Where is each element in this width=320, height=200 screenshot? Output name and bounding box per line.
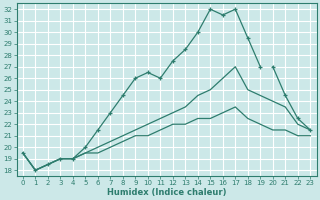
X-axis label: Humidex (Indice chaleur): Humidex (Indice chaleur) [107, 188, 226, 197]
